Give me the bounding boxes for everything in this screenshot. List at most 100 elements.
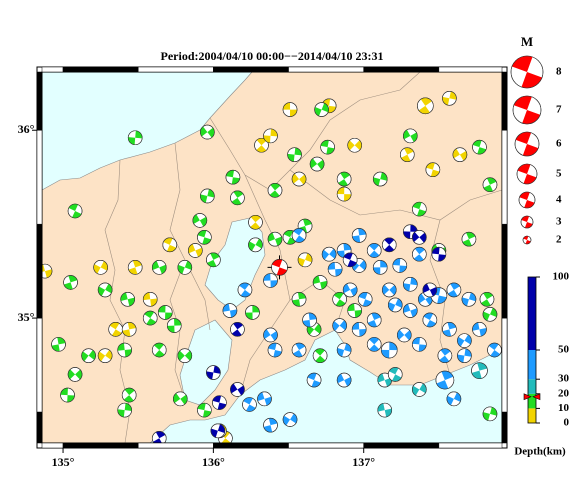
event [327, 261, 343, 277]
beachball-quadrant [490, 350, 501, 358]
beachball-rim [230, 190, 245, 206]
beachball-quadrant [377, 403, 385, 412]
beachball-quadrant [268, 343, 277, 351]
beachball-quadrant [382, 284, 390, 295]
beachball-quadrant [292, 173, 300, 184]
event [336, 372, 352, 388]
event [157, 305, 173, 320]
beachball-rim [403, 303, 418, 318]
beachball-rim [482, 177, 498, 193]
event [332, 318, 347, 333]
beachball-quadrant [143, 292, 151, 301]
beachball-quadrant [413, 254, 424, 262]
beachball-quadrant [200, 126, 208, 137]
beachball-quadrant [352, 235, 361, 243]
beachball-rim [314, 102, 329, 117]
beachball-rim [212, 395, 227, 410]
beachball-quadrant [240, 289, 251, 297]
event [230, 322, 245, 337]
colorbar-band [528, 379, 536, 394]
beachball-quadrant [329, 248, 337, 259]
legend-label: 3 [556, 216, 562, 228]
beachball-quadrant [389, 285, 397, 296]
beachball-quadrant [453, 392, 461, 402]
legend-ball [522, 235, 532, 245]
beachball-quadrant [317, 159, 325, 170]
event [117, 342, 132, 358]
beachball-quadrant [335, 299, 346, 307]
beachball-rim [327, 261, 343, 277]
beachball-quadrant [111, 329, 122, 337]
beachball-quadrant [197, 403, 206, 411]
beachball-rim [336, 342, 352, 358]
beachball-quadrant [167, 325, 175, 333]
beachball-quadrant [422, 283, 430, 293]
beachball-rim [372, 260, 388, 275]
beachball-quadrant [423, 312, 434, 320]
beachball-quadrant [263, 273, 271, 281]
map-title: Period:2004/04/10 00:00−−2014/04/10 23:3… [161, 49, 384, 63]
beachball-quadrant [410, 224, 418, 232]
event [457, 348, 472, 363]
beachball-rim [510, 55, 544, 89]
beachball-quadrant [233, 190, 244, 198]
event [321, 246, 337, 262]
beachball-quadrant [270, 280, 278, 288]
beachball-quadrant [292, 350, 303, 358]
beachball-quadrant [248, 241, 256, 251]
beachball-quadrant [481, 299, 491, 307]
beachball-quadrant [326, 147, 335, 155]
beachball-rim [487, 342, 502, 358]
beachball-rim [151, 260, 167, 275]
legend-title: M [521, 34, 533, 49]
beachball-quadrant [120, 292, 128, 301]
beachball-quadrant [67, 395, 75, 403]
beachball-quadrant [369, 250, 380, 258]
legend-ball [510, 55, 544, 89]
beachball-quadrant [150, 298, 158, 307]
event [357, 291, 373, 307]
beachball-quadrant [410, 132, 418, 142]
frame-bar [501, 223, 508, 319]
event [127, 130, 143, 146]
beachball-rim [142, 310, 158, 326]
beachball-quadrant [263, 329, 271, 339]
colorbar-band [528, 408, 536, 423]
beachball-quadrant [88, 350, 96, 360]
event [347, 303, 362, 318]
beachball-quadrant [384, 244, 395, 252]
beachball-rim [425, 162, 441, 177]
beachball-quadrant [523, 235, 529, 240]
beachball-quadrant [483, 292, 493, 300]
beachball-quadrant [146, 318, 157, 326]
legend-ball [520, 215, 534, 229]
event [412, 230, 427, 245]
beachball-rim [177, 348, 193, 363]
beachball-quadrant [513, 96, 532, 110]
event [487, 342, 502, 358]
beachball-quadrant [522, 144, 539, 156]
event [437, 348, 453, 363]
beachball-quadrant [354, 309, 362, 318]
beachball-quadrant [290, 413, 298, 424]
event [342, 252, 358, 268]
beachball-quadrant [295, 343, 306, 351]
beachball-quadrant [199, 216, 207, 227]
frame-bar [501, 411, 508, 444]
event [372, 171, 388, 187]
beachball-rim [197, 230, 212, 245]
beachball-rim [166, 318, 182, 333]
colorbar-band [528, 393, 536, 409]
beachball-rim [422, 312, 438, 328]
event [431, 246, 447, 262]
frame-bar [501, 317, 508, 413]
beachball-quadrant [369, 243, 379, 251]
beachball-quadrant [124, 388, 135, 396]
beachball-quadrant [412, 232, 420, 242]
event [482, 406, 498, 422]
beachball-quadrant [358, 228, 367, 236]
beachball-quadrant [373, 267, 381, 275]
beachball-quadrant [489, 307, 497, 318]
beachball-quadrant [389, 367, 399, 375]
event [291, 171, 307, 187]
